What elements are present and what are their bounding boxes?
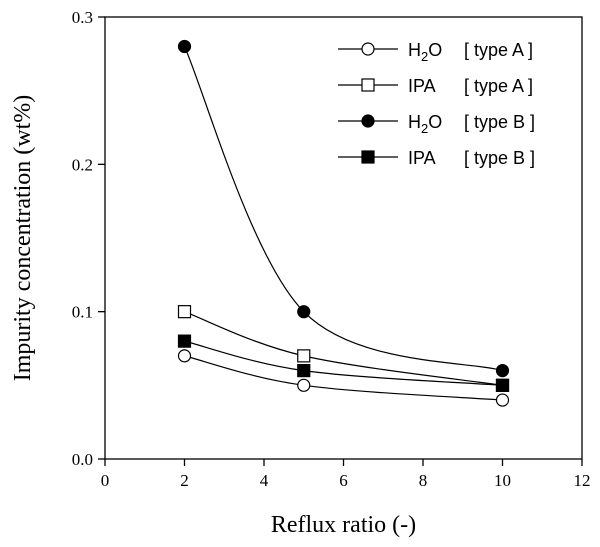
legend-item: IPA[ type A ] — [338, 76, 533, 96]
x-tick-label: 4 — [260, 471, 269, 490]
data-point — [297, 364, 311, 378]
legend-item: H2O[ type A ] — [338, 40, 533, 64]
data-point — [495, 393, 510, 407]
legend-label: IPA[ type B ] — [408, 148, 535, 168]
data-point — [177, 39, 192, 54]
legend-item: IPA[ type B ] — [338, 148, 535, 168]
x-tick-label: 12 — [574, 471, 591, 490]
series-1 — [177, 349, 510, 407]
x-tick-label: 10 — [494, 471, 511, 490]
y-axis-title: Impurity concentration (wt%) — [10, 95, 36, 382]
legend-marker — [361, 42, 375, 56]
series-line — [183, 46, 503, 372]
y-tick-label: 0.1 — [72, 303, 93, 322]
y-tick-label: 0.2 — [72, 155, 93, 174]
y-tick-label: 0.0 — [72, 450, 93, 469]
series-3 — [177, 39, 510, 378]
series-4 — [177, 334, 510, 392]
x-tick-label: 2 — [180, 471, 189, 490]
data-point — [495, 364, 510, 378]
data-point — [297, 349, 311, 363]
axis-ticks: 0 2 4 6 8 10 12 0.0 0.1 0.2 0.3 — [72, 8, 591, 490]
legend: H2O[ type A ] IPA[ type A ] H2O[ type B ] I… — [338, 40, 535, 168]
x-tick-label: 0 — [101, 471, 110, 490]
legend-marker — [361, 150, 375, 164]
legend-item: H2O[ type B ] — [338, 112, 535, 136]
data-point — [495, 378, 510, 392]
data-point — [177, 334, 192, 348]
data-point — [177, 349, 192, 363]
series-line — [184, 355, 503, 401]
x-tick-label: 8 — [419, 471, 428, 490]
series-2 — [177, 305, 510, 392]
x-axis-title: Reflux ratio (-) — [271, 512, 416, 538]
x-tick-label: 6 — [339, 471, 348, 490]
legend-marker — [361, 78, 375, 92]
legend-label: IPA[ type A ] — [408, 76, 533, 96]
y-tick-label: 0.3 — [72, 8, 93, 27]
legend-marker — [361, 114, 375, 128]
legend-label: H2O[ type A ] — [408, 40, 533, 64]
data-point — [177, 305, 192, 319]
data-point — [297, 378, 311, 392]
series-layer — [177, 39, 510, 407]
data-point — [297, 305, 311, 319]
legend-label: H2O[ type B ] — [408, 112, 535, 136]
